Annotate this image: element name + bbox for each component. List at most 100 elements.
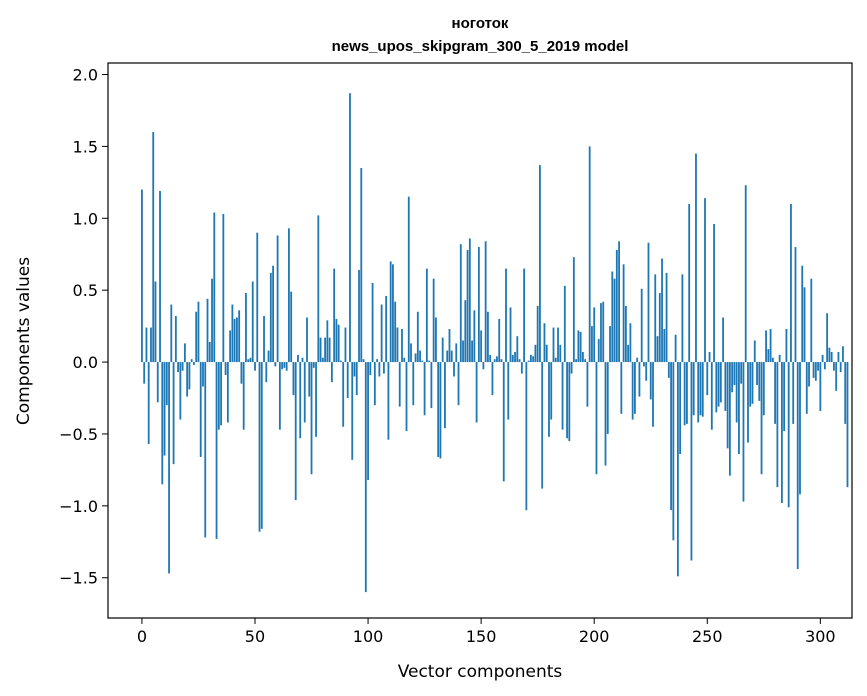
bar	[159, 190, 161, 363]
bar	[183, 343, 186, 363]
bar	[294, 362, 297, 501]
bar	[446, 350, 449, 363]
bar	[290, 291, 293, 363]
bar	[695, 153, 697, 363]
bar	[156, 362, 159, 403]
bar	[758, 362, 761, 401]
bar	[785, 329, 788, 363]
bar	[493, 359, 496, 363]
bar	[604, 362, 607, 466]
bar	[355, 362, 358, 396]
bar	[346, 362, 349, 399]
y-tick-label: 1.0	[73, 209, 98, 228]
bar	[663, 329, 666, 363]
bar	[403, 357, 406, 363]
bar	[507, 362, 510, 420]
bar	[477, 247, 480, 363]
bar	[595, 362, 598, 475]
bar	[787, 362, 790, 508]
bar	[217, 362, 220, 430]
bar	[405, 362, 408, 432]
bar	[333, 268, 336, 363]
bar	[686, 362, 688, 424]
bar	[749, 362, 752, 407]
bar	[744, 185, 747, 363]
bar	[312, 362, 315, 368]
bar	[778, 354, 781, 363]
bar	[536, 305, 539, 363]
bar	[353, 362, 356, 377]
bar	[704, 198, 706, 363]
bar	[215, 362, 218, 539]
bar	[233, 318, 236, 363]
bar	[527, 360, 530, 363]
bar	[534, 344, 537, 363]
x-axis-ticks: 0 50 100 150 200 250 300	[137, 618, 836, 646]
bar	[523, 268, 525, 363]
chart-title: ноготок	[452, 15, 509, 32]
bar	[265, 362, 268, 383]
bar	[624, 305, 627, 363]
bar	[760, 362, 763, 475]
bar	[330, 362, 333, 383]
bar	[783, 362, 786, 432]
x-axis-label: Vector components	[398, 662, 563, 682]
bar	[416, 311, 419, 363]
bar	[846, 362, 849, 488]
bar	[728, 362, 731, 476]
bar	[378, 362, 381, 377]
bar	[581, 352, 584, 363]
bar	[559, 344, 562, 363]
bar	[473, 310, 476, 363]
bar	[771, 357, 774, 363]
bar	[543, 323, 546, 363]
bar	[303, 362, 306, 423]
bar	[360, 167, 363, 363]
bar	[654, 274, 657, 363]
bar	[319, 337, 322, 363]
bar	[468, 238, 471, 363]
bar	[568, 362, 571, 442]
bar	[344, 327, 347, 363]
bar	[613, 278, 616, 363]
bar	[242, 362, 245, 430]
bar	[224, 362, 227, 376]
bar	[315, 362, 317, 437]
bar	[204, 362, 207, 538]
bar	[814, 362, 817, 381]
bar	[179, 362, 182, 420]
bar	[165, 362, 168, 406]
bar	[358, 270, 360, 363]
bar	[256, 232, 259, 363]
bar	[516, 336, 519, 363]
bar	[808, 362, 810, 387]
bar	[636, 357, 639, 363]
bar	[301, 357, 304, 363]
bar	[649, 362, 652, 400]
bar	[172, 362, 175, 465]
bar	[726, 362, 729, 449]
bar	[584, 359, 587, 363]
bar	[310, 362, 313, 475]
bar	[611, 271, 614, 363]
bar	[482, 362, 485, 370]
bar	[634, 362, 636, 414]
bar	[833, 362, 835, 371]
bar	[448, 329, 451, 363]
bar	[713, 224, 715, 363]
bar	[229, 330, 232, 363]
y-tick-label: −0.5	[59, 425, 98, 444]
bar	[340, 360, 342, 363]
bar	[498, 318, 501, 363]
bar	[697, 362, 700, 423]
y-tick-label: 0.5	[73, 281, 98, 300]
bar	[342, 362, 345, 427]
y-axis-label: Components values	[14, 257, 34, 425]
bar	[202, 362, 204, 387]
bar	[324, 337, 326, 363]
bar	[258, 362, 261, 532]
bar	[821, 354, 824, 363]
bar	[780, 362, 783, 503]
bar	[199, 362, 202, 457]
